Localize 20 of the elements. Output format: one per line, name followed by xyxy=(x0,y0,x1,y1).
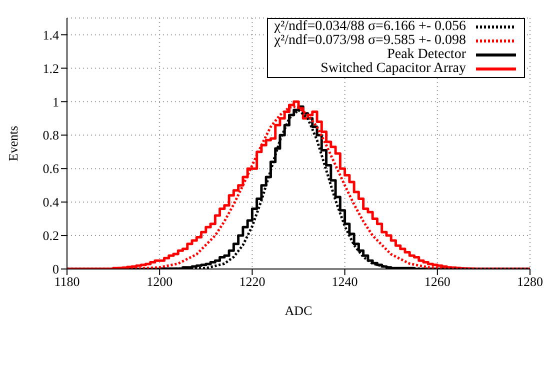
legend-label: Switched Capacitor Array xyxy=(320,61,466,76)
x-tick-label: 1240 xyxy=(332,274,358,290)
y-tick-label: 0.4 xyxy=(42,194,60,210)
x-tick-label: 1260 xyxy=(424,274,450,290)
x-tick-label: 1280 xyxy=(517,274,543,290)
legend-label: χ²/ndf=0.073/98 σ=9.585 +- 0.098 xyxy=(274,33,466,48)
y-tick-label: 0 xyxy=(52,262,59,277)
x-tick-label: 1180 xyxy=(54,274,80,290)
y-axis-title: Events xyxy=(6,126,21,162)
y-tick-label: 0.2 xyxy=(42,228,59,244)
x-tick-label: 1200 xyxy=(146,274,173,290)
x-tick-label: 1220 xyxy=(239,274,266,290)
y-tick-label: 1.4 xyxy=(42,27,60,42)
legend-label: Peak Detector xyxy=(387,47,466,62)
y-tick-label: 0.6 xyxy=(42,161,60,176)
x-axis-title: ADC xyxy=(284,303,312,318)
y-tick-label: 1 xyxy=(52,94,59,110)
legend-label: χ²/ndf=0.034/88 σ=6.166 +- 0.056 xyxy=(274,19,466,34)
y-tick-label: 0.8 xyxy=(42,128,59,143)
y-tick-label: 1.2 xyxy=(42,60,59,76)
